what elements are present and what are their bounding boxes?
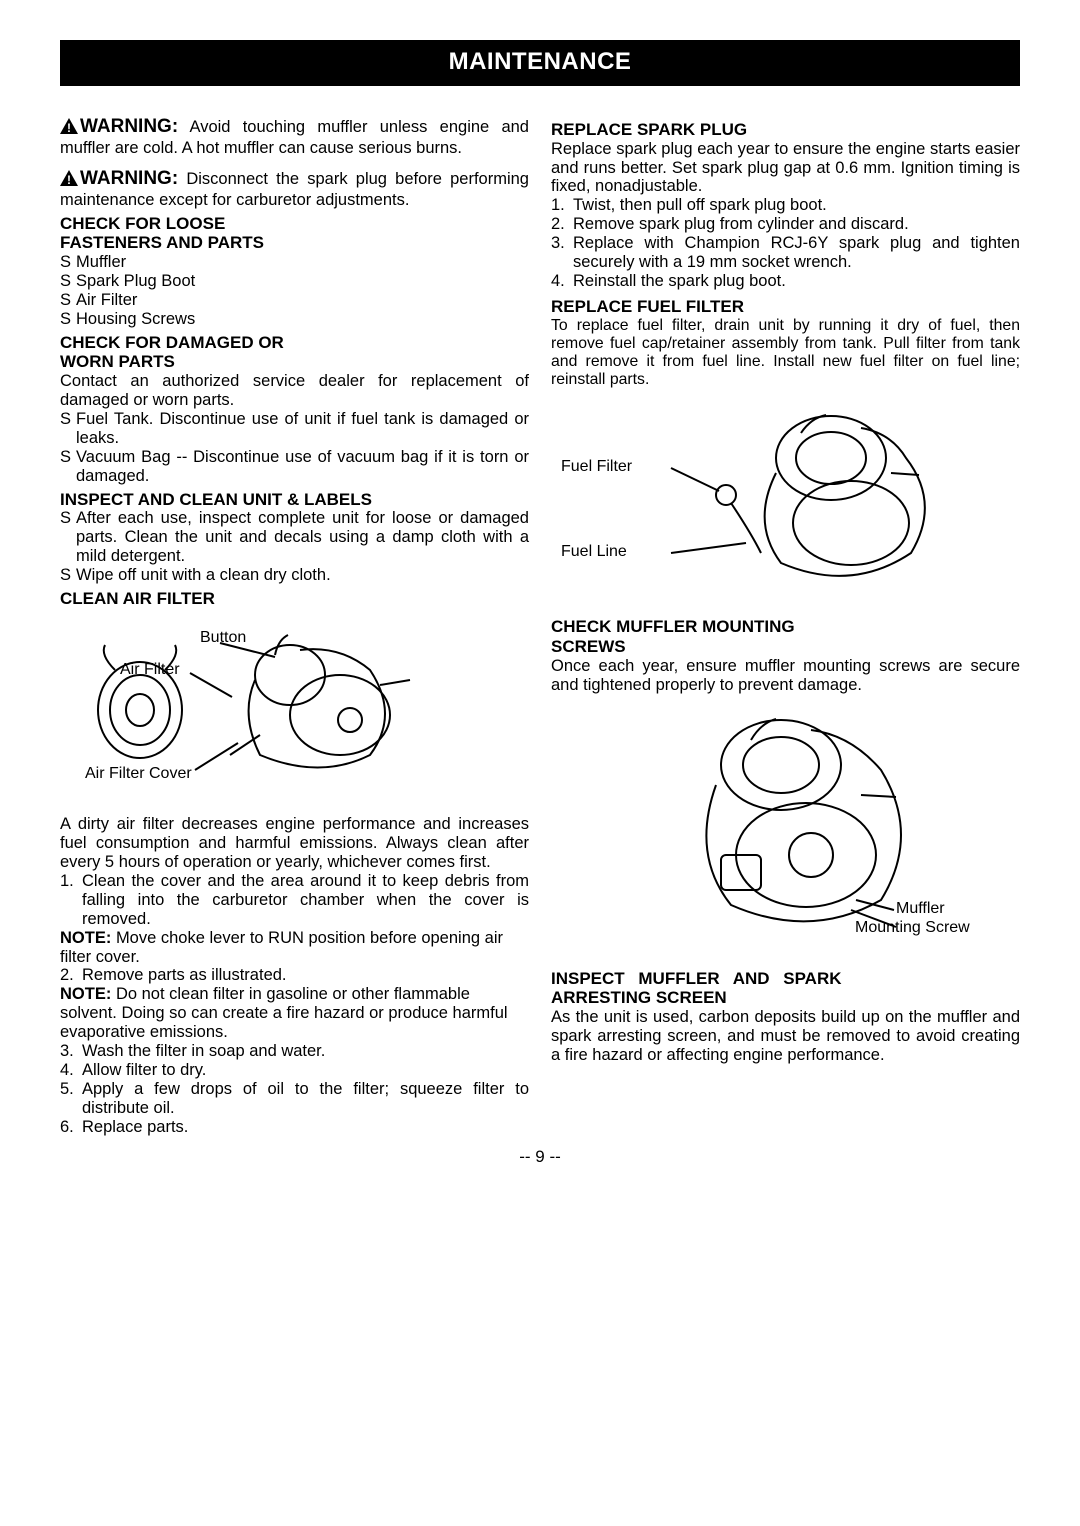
note-2: NOTE: Do not clean filter in gasoline or… <box>60 985 529 1042</box>
figure-fuel-filter: Fuel Filter Fuel Line <box>551 403 1020 603</box>
list-item: 6.Replace parts. <box>60 1118 529 1137</box>
step-text: Apply a few drops of oil to the filter; … <box>82 1080 529 1117</box>
list-item: 4.Allow filter to dry. <box>60 1061 529 1080</box>
note-text: Move choke lever to RUN position before … <box>60 929 503 966</box>
heading-line: WORN PARTS <box>60 352 175 371</box>
heading-spark-plug: REPLACE SPARK PLUG <box>551 120 1020 140</box>
list-item: Housing Screws <box>60 310 529 329</box>
step-text: Wash the filter in soap and water. <box>82 1042 325 1060</box>
fig-label-mounting-screw: Mounting Screw <box>855 919 970 937</box>
note-text: Do not clean filter in gasoline or other… <box>60 985 508 1041</box>
step-text: Clean the cover and the area around it t… <box>82 872 529 928</box>
fasteners-list: Muffler Spark Plug Boot Air Filter Housi… <box>60 253 529 329</box>
list-item: Air Filter <box>60 291 529 310</box>
heading-line: ARRESTING SCREEN <box>551 988 727 1007</box>
step-text: Remove parts as illustrated. <box>82 966 287 984</box>
heading-inspect-muffler: INSPECT MUFFLER AND SPARK ARRESTING SCRE… <box>551 969 1020 1008</box>
note-label: NOTE: <box>60 929 111 947</box>
note-1: NOTE: Move choke lever to RUN position b… <box>60 929 529 967</box>
list-item: 2.Remove spark plug from cylinder and di… <box>551 215 1020 234</box>
heading-line: INSPECT MUFFLER AND SPARK <box>551 969 842 988</box>
heading-fasteners: CHECK FOR LOOSE FASTENERS AND PARTS <box>60 214 529 253</box>
damaged-list: Fuel Tank. Discontinue use of unit if fu… <box>60 410 529 486</box>
step-text: Reinstall the spark plug boot. <box>573 272 786 290</box>
right-column: REPLACE SPARK PLUG Replace spark plug ea… <box>551 116 1020 1137</box>
list-item: 1.Clean the cover and the area around it… <box>60 872 529 929</box>
step-text: Replace parts. <box>82 1118 188 1136</box>
muffler-text: Once each year, ensure muffler mounting … <box>551 657 1020 695</box>
fig-label-air-filter: Air Filter <box>120 661 180 679</box>
air-steps-2: 2.Remove parts as illustrated. <box>60 966 529 985</box>
heading-inspect: INSPECT AND CLEAN UNIT & LABELS <box>60 490 529 510</box>
spark-intro: Replace spark plug each year to ensure t… <box>551 140 1020 197</box>
section-header: MAINTENANCE <box>60 40 1020 86</box>
list-item: After each use, inspect complete unit fo… <box>60 509 529 566</box>
heading-line: SCREWS <box>551 637 626 656</box>
left-column: ! WARNING: Avoid touching muffler unless… <box>60 116 529 1137</box>
fuel-filter-text: To replace fuel filter, drain unit by ru… <box>551 317 1020 390</box>
content-columns: ! WARNING: Avoid touching muffler unless… <box>60 116 1020 1137</box>
fig-label-fuel-filter: Fuel Filter <box>561 458 632 476</box>
inspect-muffler-text: As the unit is used, carbon deposits bui… <box>551 1008 1020 1065</box>
warning-1: ! WARNING: Avoid touching muffler unless… <box>60 116 529 158</box>
list-item: 2.Remove parts as illustrated. <box>60 966 529 985</box>
air-steps-1: 1.Clean the cover and the area around it… <box>60 872 529 929</box>
fuel-filter-diagram <box>551 403 1001 603</box>
list-item: Wipe off unit with a clean dry cloth. <box>60 566 529 585</box>
warning-icon: ! <box>60 118 78 139</box>
note-label: NOTE: <box>60 985 111 1003</box>
step-text: Remove spark plug from cylinder and disc… <box>573 215 909 233</box>
inspect-list: After each use, inspect complete unit fo… <box>60 509 529 585</box>
list-item: 1.Twist, then pull off spark plug boot. <box>551 196 1020 215</box>
heading-line: FASTENERS AND PARTS <box>60 233 264 252</box>
list-item: Fuel Tank. Discontinue use of unit if fu… <box>60 410 529 448</box>
heading-fuel-filter: REPLACE FUEL FILTER <box>551 297 1020 317</box>
page: MAINTENANCE ! WARNING: Avoid touching mu… <box>0 0 1080 1167</box>
heading-line: CHECK FOR DAMAGED OR <box>60 333 284 352</box>
fig-label-muffler: Muffler <box>896 900 945 918</box>
svg-text:!: ! <box>67 121 71 134</box>
damaged-intro: Contact an authorized service dealer for… <box>60 372 529 410</box>
heading-clean-air: CLEAN AIR FILTER <box>60 589 529 609</box>
step-text: Allow filter to dry. <box>82 1061 206 1079</box>
figure-air-filter: Button Air Filter Air Filter Cover <box>60 615 529 805</box>
fig-label-fuel-line: Fuel Line <box>561 543 627 561</box>
list-item: Vacuum Bag -- Discontinue use of vacuum … <box>60 448 529 486</box>
warning-label: WARNING: <box>80 116 178 137</box>
list-item: 3.Replace with Champion RCJ-6Y spark plu… <box>551 234 1020 272</box>
list-item: 3.Wash the filter in soap and water. <box>60 1042 529 1061</box>
heading-line: CHECK FOR LOOSE <box>60 214 225 233</box>
warning-icon: ! <box>60 170 78 191</box>
svg-text:!: ! <box>67 173 71 186</box>
step-text: Replace with Champion RCJ-6Y spark plug … <box>573 234 1020 271</box>
figure-muffler: Muffler Mounting Screw <box>551 705 1020 955</box>
heading-muffler-screws: CHECK MUFFLER MOUNTING SCREWS <box>551 617 1020 656</box>
list-item: 4.Reinstall the spark plug boot. <box>551 272 1020 291</box>
list-item: Muffler <box>60 253 529 272</box>
heading-damaged: CHECK FOR DAMAGED OR WORN PARTS <box>60 333 529 372</box>
heading-line: CHECK MUFFLER MOUNTING <box>551 617 795 636</box>
air-steps-3: 3.Wash the filter in soap and water. 4.A… <box>60 1042 529 1137</box>
warning-label: WARNING: <box>80 168 178 189</box>
fig-label-air-filter-cover: Air Filter Cover <box>85 765 192 783</box>
air-filter-para: A dirty air filter decreases engine perf… <box>60 815 529 872</box>
page-number: -- 9 -- <box>60 1147 1020 1167</box>
warning-2: ! WARNING: Disconnect the spark plug bef… <box>60 168 529 210</box>
step-text: Twist, then pull off spark plug boot. <box>573 196 827 214</box>
list-item: 5.Apply a few drops of oil to the filter… <box>60 1080 529 1118</box>
list-item: Spark Plug Boot <box>60 272 529 291</box>
spark-steps: 1.Twist, then pull off spark plug boot. … <box>551 196 1020 291</box>
fig-label-button: Button <box>200 629 246 647</box>
